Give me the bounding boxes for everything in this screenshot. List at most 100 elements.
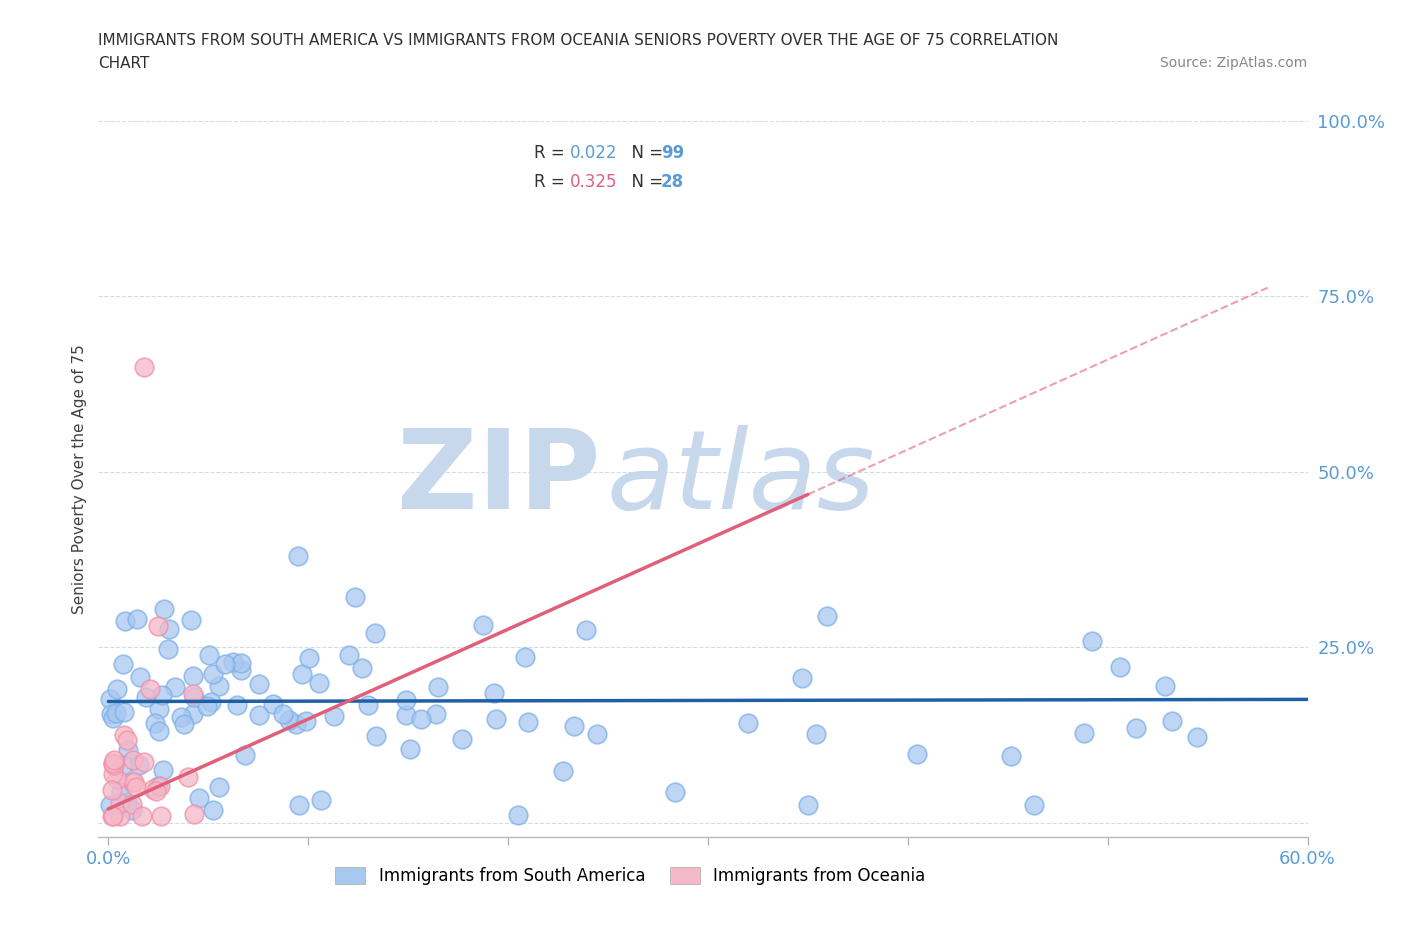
Point xyxy=(815,608,838,623)
Point xyxy=(905,747,928,762)
Point xyxy=(482,686,505,701)
Y-axis label: Seniors Poverty Over the Age of 75: Seniors Poverty Over the Age of 75 xyxy=(72,344,87,614)
Text: R =: R = xyxy=(534,144,569,162)
Point xyxy=(1161,713,1184,728)
Point xyxy=(450,731,472,746)
Point xyxy=(214,657,236,671)
Point xyxy=(112,705,135,720)
Point xyxy=(364,626,387,641)
Point xyxy=(180,613,202,628)
Point xyxy=(112,727,135,742)
Text: 99: 99 xyxy=(661,144,683,162)
Point xyxy=(100,783,122,798)
Point xyxy=(200,695,222,710)
Point xyxy=(105,771,128,786)
Point xyxy=(101,808,124,823)
Point xyxy=(357,698,380,712)
Point xyxy=(195,698,218,713)
Point xyxy=(308,676,330,691)
Point xyxy=(411,711,433,726)
Text: Source: ZipAtlas.com: Source: ZipAtlas.com xyxy=(1160,56,1308,70)
Point xyxy=(515,650,537,665)
Point xyxy=(112,657,135,671)
Point xyxy=(165,680,187,695)
Point xyxy=(575,623,598,638)
Point xyxy=(181,669,204,684)
Point xyxy=(125,612,148,627)
Point xyxy=(183,690,205,705)
Point xyxy=(173,716,195,731)
Point xyxy=(350,660,373,675)
Point xyxy=(1081,634,1104,649)
Point xyxy=(364,729,387,744)
Point xyxy=(121,803,143,817)
Point xyxy=(226,698,249,712)
Point xyxy=(323,709,346,724)
Point xyxy=(142,782,165,797)
Point xyxy=(1125,721,1147,736)
Point xyxy=(181,686,204,701)
Point xyxy=(291,667,314,682)
Point xyxy=(1109,659,1132,674)
Point xyxy=(135,689,157,704)
Point xyxy=(145,784,167,799)
Point xyxy=(797,798,820,813)
Point xyxy=(101,711,124,726)
Point xyxy=(129,670,152,684)
Point xyxy=(121,753,143,768)
Point xyxy=(148,724,170,738)
Point xyxy=(181,707,204,722)
Point xyxy=(101,808,124,823)
Point xyxy=(262,697,284,711)
Point xyxy=(152,763,174,777)
Point xyxy=(100,707,122,722)
Point xyxy=(101,757,124,772)
Text: ZIP: ZIP xyxy=(396,425,600,533)
Point xyxy=(153,601,176,616)
Point xyxy=(148,701,170,716)
Point xyxy=(198,647,221,662)
Point xyxy=(131,808,153,823)
Point xyxy=(148,619,170,634)
Point xyxy=(124,779,146,794)
Point xyxy=(284,717,307,732)
Point xyxy=(247,708,270,723)
Text: 0.022: 0.022 xyxy=(569,144,617,162)
Point xyxy=(112,758,135,773)
Text: IMMIGRANTS FROM SOUTH AMERICA VS IMMIGRANTS FROM OCEANIA SENIORS POVERTY OVER TH: IMMIGRANTS FROM SOUTH AMERICA VS IMMIGRA… xyxy=(98,33,1059,47)
Point xyxy=(806,726,828,741)
Point xyxy=(207,779,229,794)
Point xyxy=(101,766,124,781)
Point xyxy=(117,733,139,748)
Point xyxy=(398,742,420,757)
Point xyxy=(287,797,309,812)
Point xyxy=(128,757,150,772)
Point xyxy=(183,806,205,821)
Point xyxy=(201,802,224,817)
Point xyxy=(100,691,122,706)
Point xyxy=(273,707,295,722)
Point xyxy=(664,785,686,800)
Point xyxy=(146,778,169,793)
Point xyxy=(105,706,128,721)
Point xyxy=(157,642,180,657)
Point xyxy=(737,715,759,730)
Point xyxy=(485,711,508,726)
Point xyxy=(149,778,172,793)
Point xyxy=(426,680,449,695)
Point xyxy=(231,656,253,671)
Point xyxy=(1073,725,1095,740)
Text: 0.325: 0.325 xyxy=(569,173,617,191)
Point xyxy=(100,797,122,812)
Point xyxy=(121,797,143,812)
Point xyxy=(108,808,131,823)
Point xyxy=(170,710,193,724)
Point xyxy=(229,662,252,677)
Point xyxy=(122,775,145,790)
Text: CHART: CHART xyxy=(98,56,150,71)
Point xyxy=(337,647,360,662)
Point xyxy=(117,742,139,757)
Point xyxy=(395,708,418,723)
Point xyxy=(114,614,136,629)
Point xyxy=(134,755,156,770)
